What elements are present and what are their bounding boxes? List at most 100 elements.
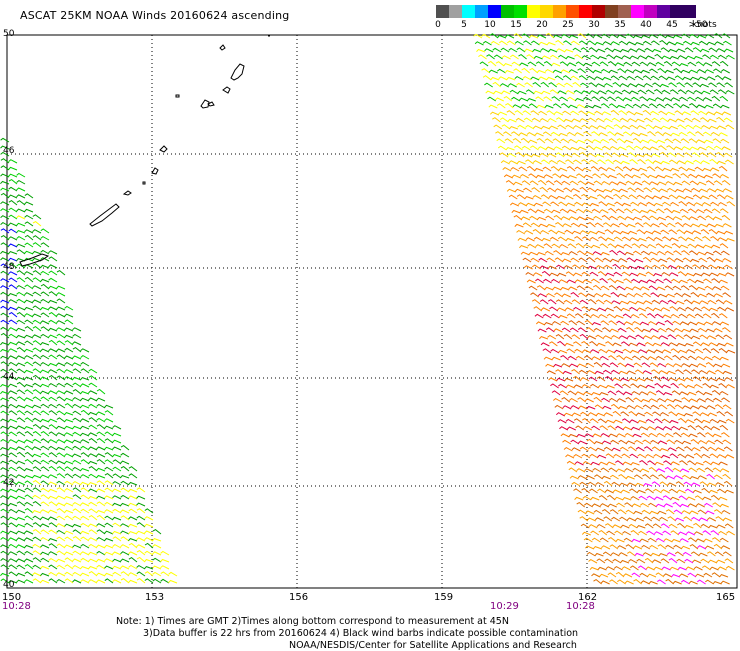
wind-barb-w	[32, 431, 42, 437]
wind-barb-w	[32, 361, 42, 367]
wind-barb-e	[548, 229, 558, 235]
wind-barb-e	[617, 327, 627, 333]
wind-barb-w	[96, 397, 106, 402]
wind-barb-e	[547, 187, 556, 193]
wind-barb-e	[696, 398, 706, 403]
wind-barb-e	[668, 82, 677, 88]
wind-barb-e	[626, 223, 636, 228]
wind-barb-e	[628, 48, 638, 53]
wind-barb-e	[684, 195, 694, 200]
wind-barb-e	[585, 68, 595, 74]
wind-barb-w	[32, 347, 42, 353]
wind-barb-e	[571, 481, 581, 487]
wind-barb-e	[718, 461, 728, 466]
wind-barb-w	[0, 474, 10, 479]
wind-barb-e	[679, 96, 689, 102]
wind-barb-e	[619, 153, 629, 158]
wind-barb-e	[698, 552, 708, 557]
wind-barb-w	[56, 270, 66, 276]
wind-barb-e	[621, 271, 631, 277]
wind-barb-w	[56, 320, 66, 325]
wind-barb-e	[671, 278, 680, 284]
wind-barb-w	[0, 502, 10, 507]
wind-barb-w	[8, 390, 18, 395]
wind-barb-e	[602, 551, 612, 557]
legend-tick-9: 45	[666, 20, 678, 30]
wind-barb-e	[593, 362, 603, 368]
wind-barb-e	[562, 75, 572, 81]
wind-barb-e	[643, 82, 653, 88]
wind-barb-e	[653, 236, 663, 242]
wind-barb-e	[670, 496, 680, 501]
wind-barb-e	[634, 439, 644, 445]
wind-barb-e	[671, 538, 681, 543]
wind-barb-e	[530, 145, 539, 151]
wind-barb-e	[665, 180, 675, 186]
wind-barb-e	[678, 349, 688, 354]
wind-barb-w	[72, 396, 82, 402]
wind-barb-e	[708, 524, 718, 529]
island-iturup	[89, 203, 120, 227]
wind-barb-e	[724, 376, 734, 382]
wind-barb-e	[711, 208, 721, 214]
wind-barb-e	[666, 41, 676, 46]
wind-barb-e	[505, 147, 515, 151]
wind-barb-e	[708, 82, 717, 88]
wind-barb-e	[626, 75, 636, 81]
wind-barb-e	[600, 467, 610, 473]
wind-barb-w	[88, 501, 98, 507]
wind-barb-e	[673, 509, 683, 515]
wind-barb-e	[683, 516, 693, 522]
wind-barb-e	[584, 104, 594, 109]
wind-barb-e	[600, 320, 610, 326]
wind-barb-e	[664, 398, 674, 403]
wind-barb-w	[152, 578, 162, 584]
wind-barb-e	[497, 68, 506, 74]
wind-barb-e	[673, 68, 683, 74]
wind-barb-e	[577, 475, 587, 480]
wind-barb-e	[511, 209, 521, 214]
wind-barb-e	[690, 551, 700, 557]
wind-barb-w	[104, 558, 114, 563]
wind-barb-e	[665, 362, 675, 368]
wind-barb-e	[526, 131, 536, 137]
wind-barb-w	[8, 194, 18, 199]
wind-barb-e	[662, 167, 672, 172]
wind-barb-e	[659, 412, 670, 417]
wind-barb-e	[565, 159, 574, 165]
wind-barb-e	[546, 76, 556, 81]
wind-barb-w	[104, 404, 114, 409]
wind-barb-e	[604, 375, 614, 382]
wind-barb-e	[701, 90, 711, 95]
wind-barb-w	[72, 508, 82, 514]
wind-barb-e	[591, 322, 601, 326]
wind-barb-e	[615, 244, 625, 249]
wind-barb-e	[680, 285, 690, 291]
wind-barb-e	[590, 165, 600, 172]
wind-barb-e	[630, 201, 640, 207]
wind-barb-w	[160, 565, 170, 570]
wind-barb-e	[570, 75, 580, 81]
wind-barb-e	[663, 392, 673, 396]
wind-barb-e	[605, 341, 614, 347]
wind-barb-e	[533, 125, 543, 130]
wind-barb-e	[645, 55, 655, 60]
wind-barb-e	[577, 146, 587, 151]
wind-barb-e	[707, 335, 717, 340]
wind-barb-w	[128, 538, 138, 542]
wind-barb-e	[702, 235, 711, 242]
wind-barb-e	[516, 230, 526, 235]
wind-barb-w	[32, 299, 42, 304]
wind-barb-e	[714, 258, 724, 263]
wind-barb-w	[48, 538, 58, 542]
wind-barb-w	[88, 446, 98, 451]
wind-barb-e	[654, 496, 664, 501]
wind-barb-e	[581, 488, 590, 494]
wind-barb-e	[615, 538, 625, 543]
wind-barb-w	[120, 571, 130, 577]
wind-barb-e	[691, 152, 701, 158]
wind-barb-e	[682, 76, 692, 81]
wind-barb-e	[566, 426, 577, 431]
wind-barb-e	[676, 377, 686, 382]
wind-barb-e	[663, 426, 673, 431]
